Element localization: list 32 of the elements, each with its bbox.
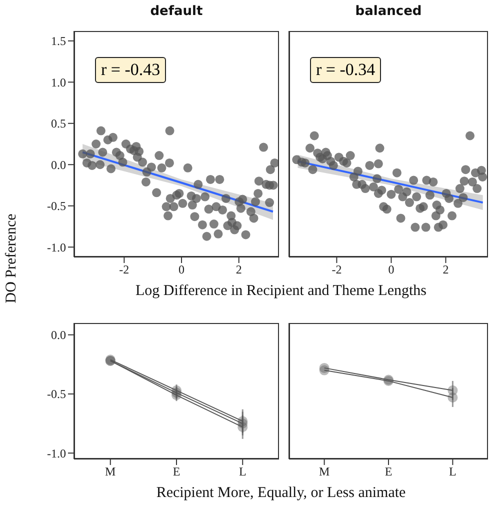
point [238,422,248,432]
chart-title: balanced [354,4,423,19]
y-tick-label: 0.5 [51,116,66,131]
point [172,390,182,400]
y-tick-label: 1.5 [51,34,66,48]
point [448,392,458,403]
x-tick-label: 2 [236,262,242,277]
x-tick-label: E [384,464,392,479]
y-tick-label: -1.0 [47,446,66,460]
y-tick-label: -0.5 [47,199,66,214]
chart-title: default [149,4,204,19]
x-tick-label: -2 [332,262,342,277]
x-tick-label: L [449,464,456,479]
y-tick-label: 0.0 [51,328,66,342]
y-tick-label: -1.0 [47,240,66,254]
x-tick-label: L [238,464,246,479]
x-tick-label: M [318,464,330,479]
x-tick-label: 0 [178,262,185,277]
x-axis-title: Log Difference in Recipient and Theme Lengths [134,283,428,300]
x-tick-label: 0 [388,262,394,277]
y-axis-title: DO Preference [4,212,20,306]
x-axis-title: Recipient More, Equally, or Less animate [155,485,407,502]
y-tick-label: 0.0 [51,158,66,172]
annotation: r = -0.34 [310,57,382,83]
y-tick-label: -0.5 [47,387,66,402]
x-tick-label: M [105,464,116,479]
x-tick-label: E [172,464,180,479]
point [319,365,330,376]
annotation: r = -0.43 [95,57,166,83]
y-tick-label: 1.0 [51,75,66,90]
x-tick-label: -2 [119,262,130,277]
x-tick-label: 2 [442,262,449,277]
